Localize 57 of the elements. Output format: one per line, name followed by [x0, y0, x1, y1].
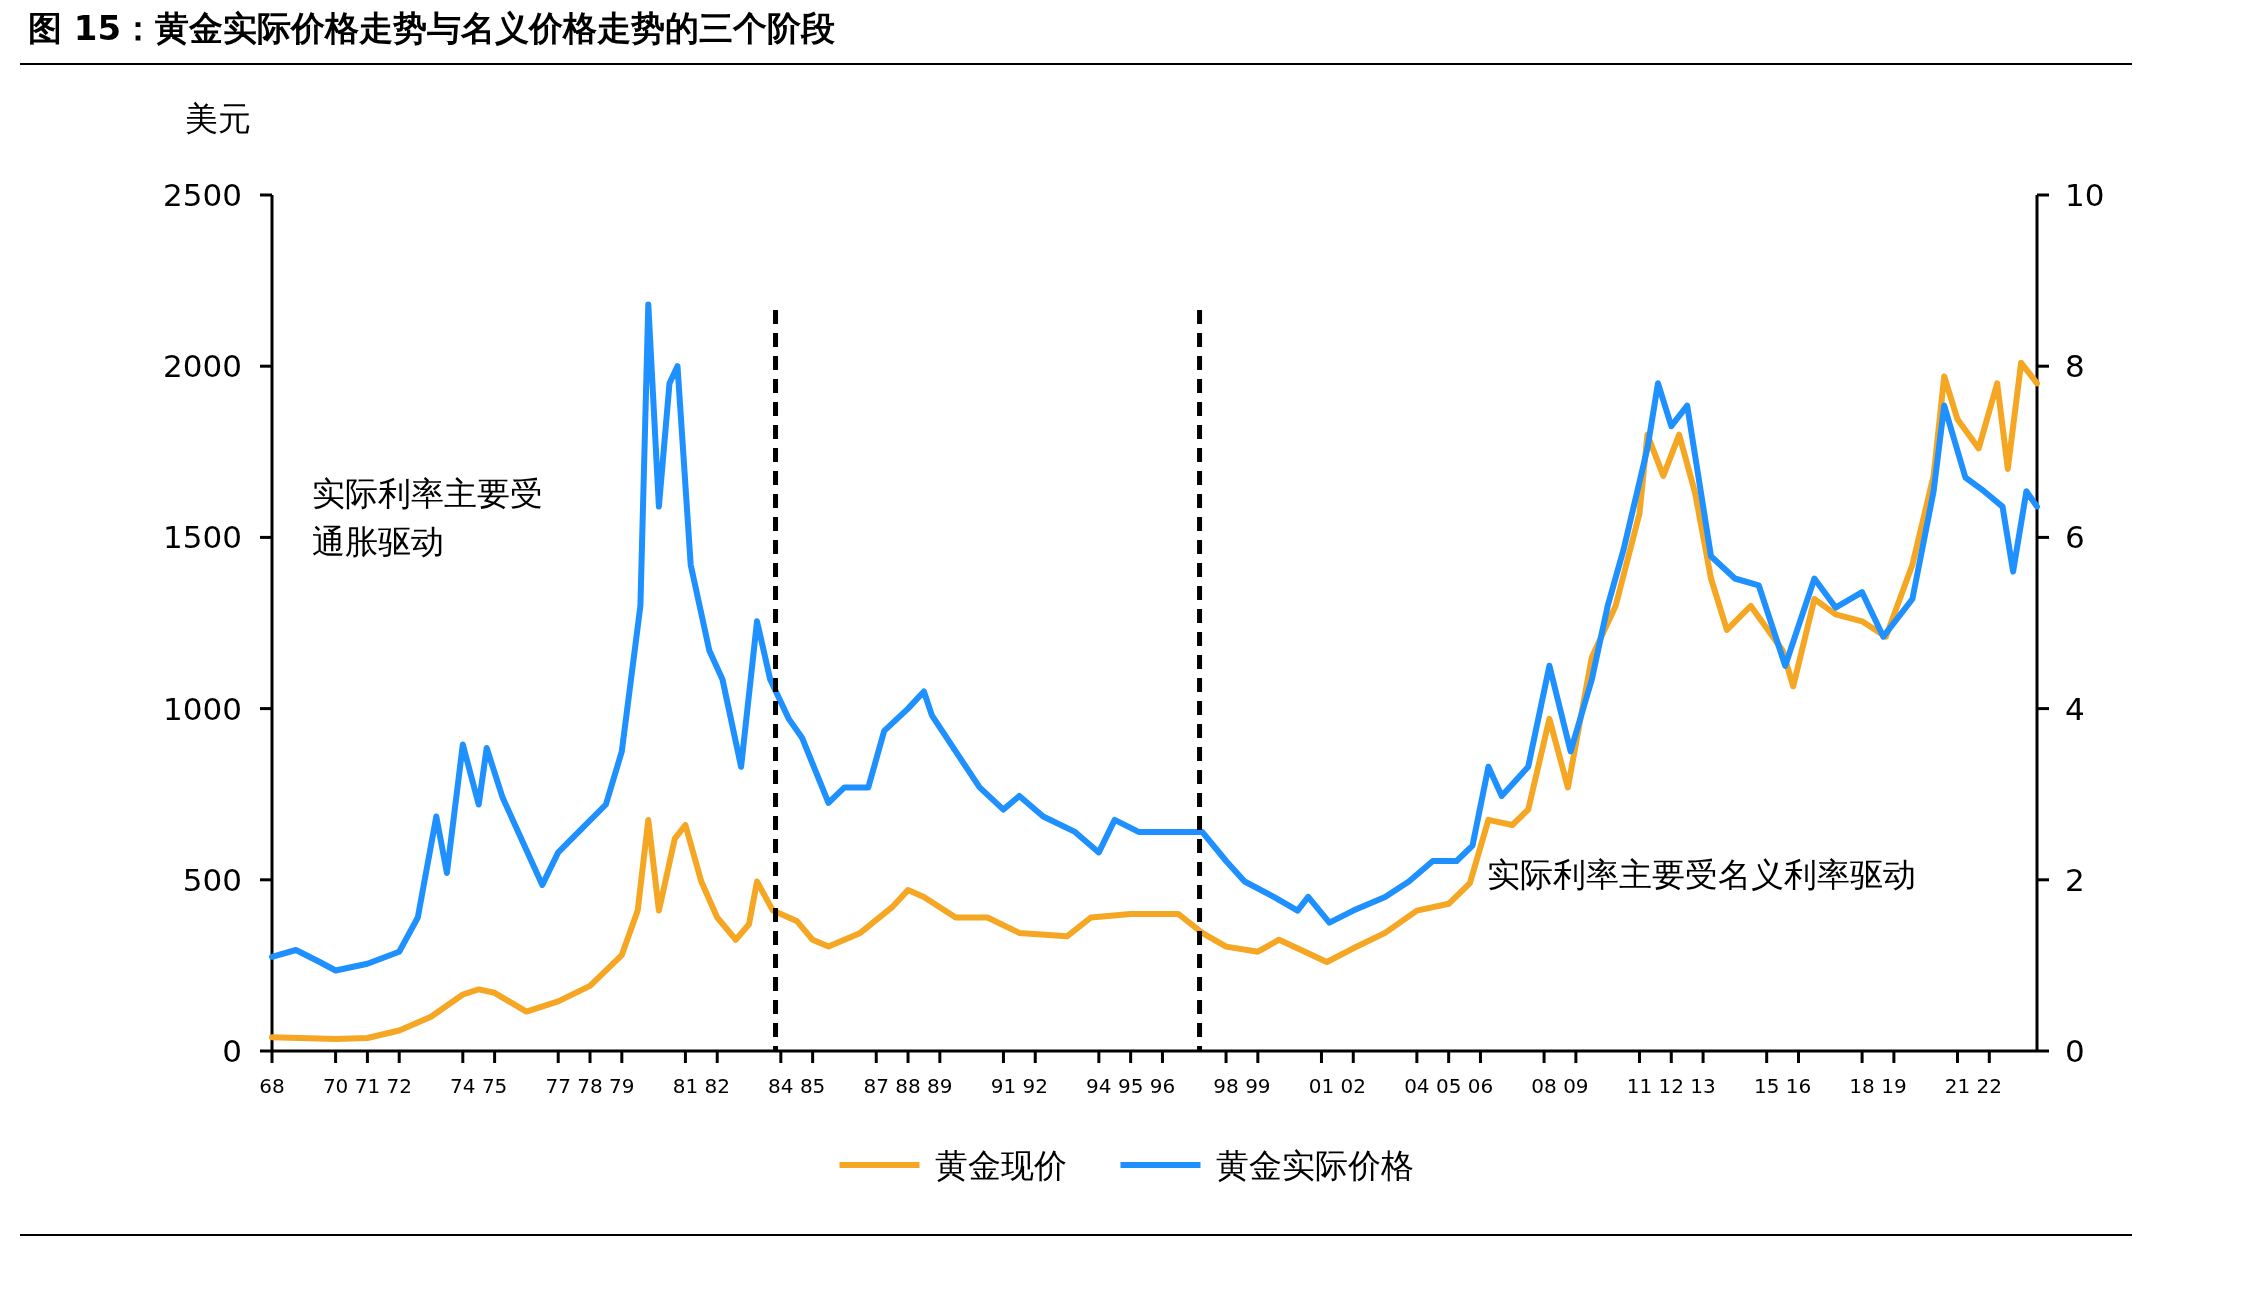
x-tick-label: 06 [1467, 1074, 1494, 1098]
y2-tick-label: 4 [2065, 690, 2085, 727]
x-tick-label: 18 [1849, 1074, 1875, 1098]
x-tick-label: 72 [386, 1074, 412, 1098]
x-tick-label: 15 [1753, 1074, 1780, 1098]
x-tick-label: 85 [799, 1074, 826, 1098]
y2-tick-label: 10 [2065, 177, 2105, 213]
x-tick-label: 12 [1658, 1074, 1685, 1098]
x-tick-label: 84 [768, 1074, 794, 1098]
y2-tick-label: 6 [2065, 519, 2085, 556]
y2-tick-label: 8 [2065, 348, 2085, 385]
x-tick-label: 81 [672, 1074, 699, 1098]
x-tick-label: 19 [1881, 1074, 1907, 1098]
x-tick-label: 75 [481, 1074, 508, 1098]
x-tick-label: 02 [1340, 1074, 1366, 1098]
y-axis-title: 美元 [185, 99, 251, 138]
x-tick-label: 04 [1404, 1074, 1430, 1098]
x-tick-label: 96 [1149, 1074, 1176, 1098]
y-tick-label: 0 [222, 1033, 242, 1069]
x-tick-label: 94 [1086, 1074, 1112, 1098]
annotation: 实际利率主要受名义利率驱动 [1487, 855, 1916, 894]
x-tick-label: 11 [1626, 1074, 1653, 1098]
x-tick-label: 88 [895, 1074, 921, 1098]
annotation: 实际利率主要受通胀驱动 [312, 474, 543, 561]
x-tick-label: 09 [1563, 1074, 1589, 1098]
x-tick-label: 99 [1245, 1074, 1271, 1098]
y-tick-label: 2000 [163, 348, 242, 385]
x-tick-label: 16 [1785, 1074, 1812, 1098]
title: 图 15：黄金实际价格走势与名义价格走势的三个阶段 [28, 8, 836, 48]
x-tick-label: 91 [990, 1074, 1017, 1098]
x-tick-label: 68 [259, 1074, 285, 1098]
legend-label: 黄金现价 [934, 1146, 1067, 1185]
x-tick-label: 13 [1690, 1074, 1716, 1098]
y-tick-label: 1000 [163, 690, 242, 727]
y2-tick-label: 0 [2065, 1033, 2085, 1069]
y-tick-label: 1500 [163, 519, 242, 556]
y-tick-label: 2500 [163, 177, 242, 213]
x-tick-label: 82 [704, 1074, 730, 1098]
y-tick-label: 500 [182, 861, 242, 898]
x-tick-label: 05 [1435, 1074, 1462, 1098]
x-tick-label: 70 [322, 1074, 349, 1098]
x-tick-label: 77 [545, 1074, 571, 1098]
x-tick-label: 22 [1976, 1074, 2003, 1098]
x-tick-label: 21 [1944, 1074, 1971, 1098]
x-tick-label: 08 [1531, 1074, 1557, 1098]
x-tick-label: 89 [927, 1074, 953, 1098]
y2-tick-label: 2 [2065, 861, 2085, 898]
x-tick-label: 79 [609, 1074, 635, 1098]
x-tick-label: 71 [354, 1074, 381, 1098]
x-tick-label: 92 [1022, 1074, 1048, 1098]
x-tick-label: 01 [1308, 1074, 1335, 1098]
legend-label: 黄金实际价格 [1215, 1146, 1414, 1185]
x-tick-label: 95 [1117, 1074, 1144, 1098]
x-tick-label: 78 [577, 1074, 603, 1098]
x-tick-label: 87 [863, 1074, 889, 1098]
x-tick-label: 98 [1213, 1074, 1239, 1098]
x-tick-label: 74 [450, 1074, 476, 1098]
